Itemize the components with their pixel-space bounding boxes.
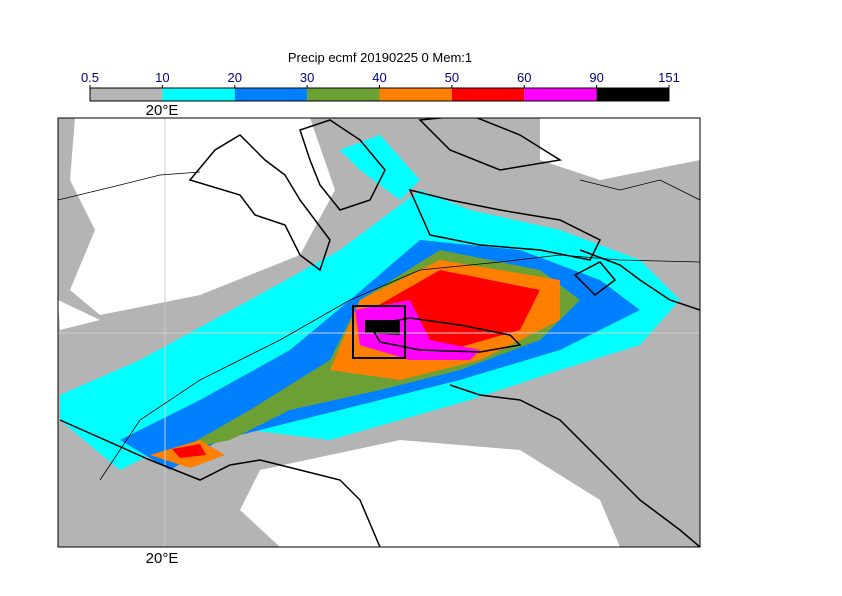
- lon-label: 20°E: [146, 550, 179, 567]
- colorbar-tick-label: 151: [658, 70, 680, 85]
- colorbar-segment: [596, 88, 669, 101]
- colorbar-tick-label: 0.5: [81, 70, 99, 85]
- borders: [58, 171, 700, 481]
- colorbar-tick-label: 20: [228, 70, 242, 85]
- colorbar-tick-label: 60: [517, 70, 531, 85]
- dry-area: [240, 440, 620, 547]
- colorbar-segment: [379, 88, 452, 101]
- colorbar-tick-label: 10: [155, 70, 169, 85]
- colorbar-segment: [524, 88, 597, 101]
- precip-area: [340, 135, 420, 200]
- precip-area: [355, 300, 480, 360]
- colorbar-tick-label: 40: [372, 70, 386, 85]
- colorbar-segment: [162, 88, 235, 101]
- dry-area: [58, 300, 100, 330]
- colorbar-segment: [90, 88, 163, 101]
- coastlines: [59, 118, 700, 547]
- dry-area: [540, 118, 700, 180]
- precip-area: [172, 444, 206, 458]
- colorbar-segment: [451, 88, 525, 101]
- colorbar: 0.5 10 20 30 40 50 60 90 151: [81, 70, 680, 102]
- colorbar-tick-label: 30: [300, 70, 314, 85]
- colorbar-tick-label: 50: [445, 70, 459, 85]
- colorbar-segment: [307, 88, 380, 101]
- lon-label: 20°E: [146, 102, 179, 119]
- colorbar-segment: [234, 88, 308, 101]
- dry-area: [70, 118, 335, 315]
- colorbar-tick-label: 90: [589, 70, 603, 85]
- title: Precip ecmf 20190225 0 Mem:1: [288, 50, 472, 65]
- map: [57, 117, 701, 548]
- focus-box: [352, 305, 406, 359]
- map-frame: [57, 117, 701, 548]
